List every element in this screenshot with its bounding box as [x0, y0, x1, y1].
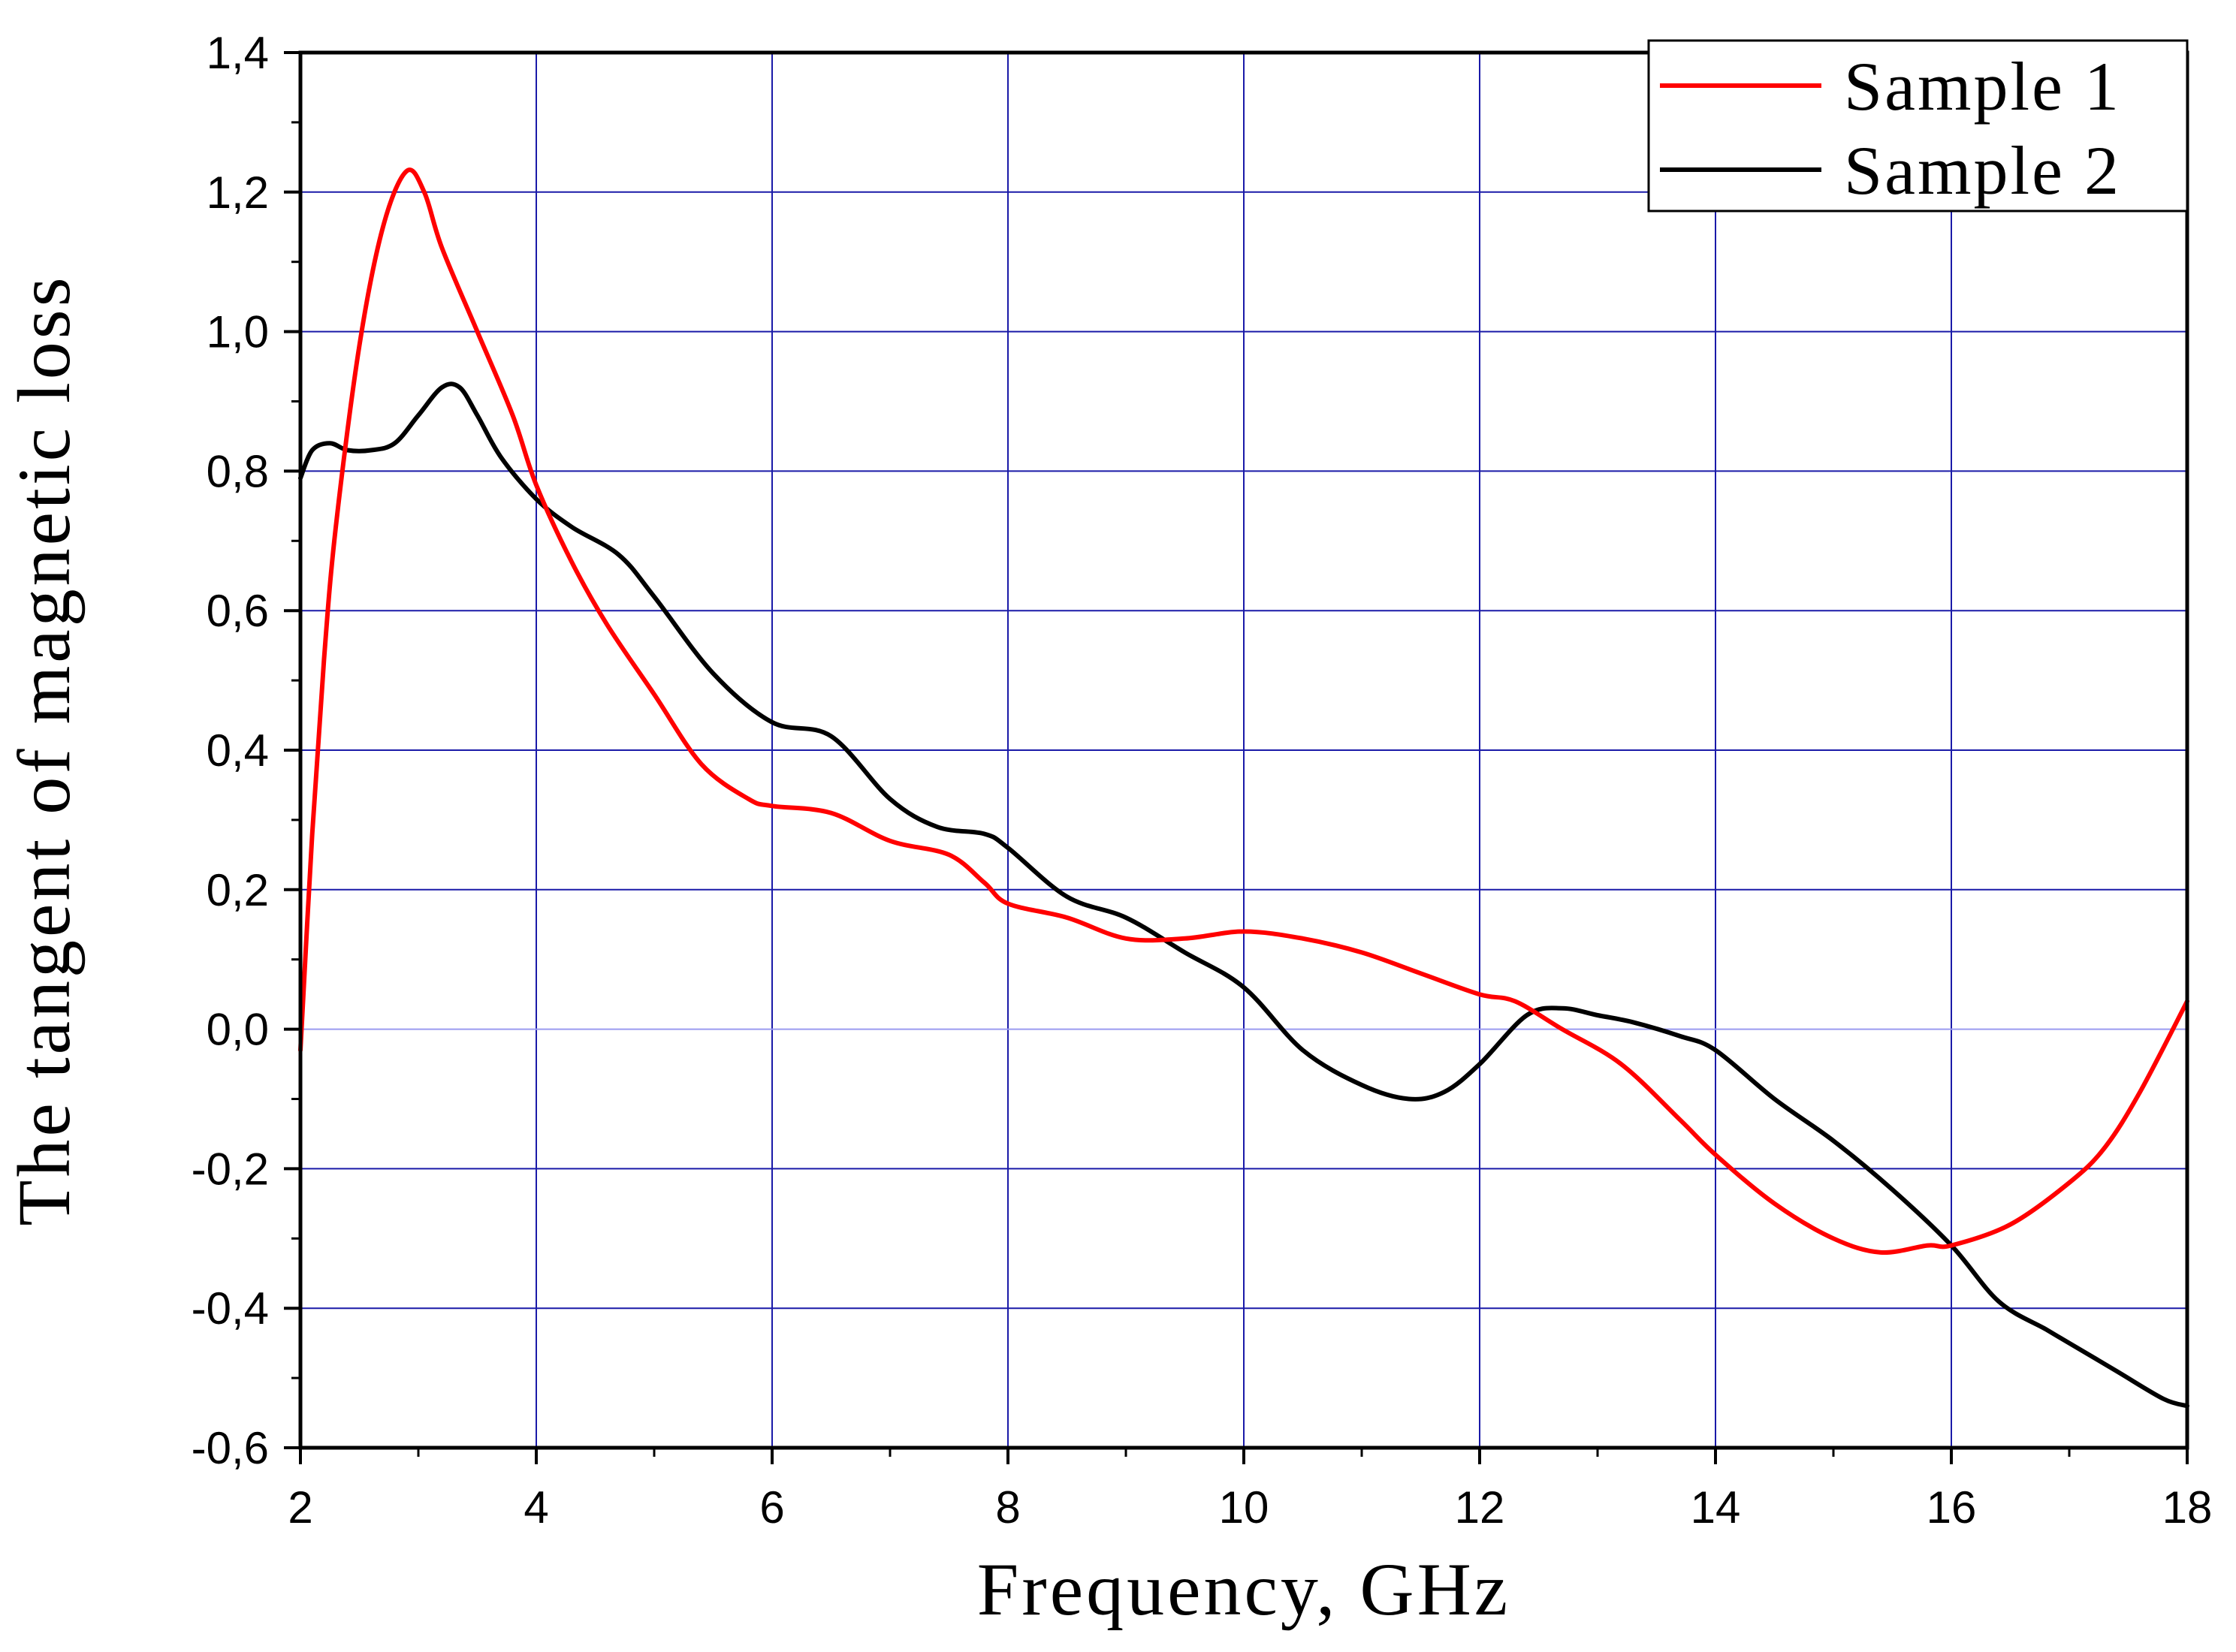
grid-lines: [300, 53, 2187, 1448]
x-tick-label-0: 2: [288, 1482, 312, 1533]
x-tick-label-2: 6: [759, 1482, 784, 1533]
series-line-sample-2: [298, 381, 2189, 1409]
y-axis-title: The tangent of magnetic loss: [2, 274, 86, 1225]
legend: Sample 1 Sample 2: [1647, 39, 2189, 213]
x-tick-label-7: 16: [1927, 1482, 1977, 1533]
y-tick-label-10: 1,4: [207, 28, 269, 78]
x-tick-label-6: 14: [1691, 1482, 1741, 1533]
legend-label-sample-1: Sample 1: [1844, 48, 2121, 125]
y-tick-label-7: 0,8: [207, 446, 269, 496]
x-tick-label-3: 8: [995, 1482, 1020, 1533]
legend-box: [1647, 39, 2189, 213]
plot-frame: [298, 50, 2189, 1450]
y-tick-label-9: 1,2: [207, 167, 269, 218]
x-tick-label-4: 10: [1219, 1482, 1269, 1533]
legend-label-sample-2: Sample 2: [1844, 132, 2121, 209]
y-tick-label-0: -0,6: [192, 1423, 269, 1473]
x-tick-label-5: 12: [1455, 1482, 1505, 1533]
series-line-sample-1: [298, 167, 2189, 1256]
y-tick-label-5: 0,4: [207, 725, 269, 776]
y-tick-label-8: 1,0: [207, 307, 269, 357]
y-tick-label-6: 0,6: [207, 586, 269, 636]
y-tick-label-4: 0,2: [207, 865, 269, 915]
y-tick-label-1: -0,4: [192, 1283, 269, 1334]
y-tick-label-2: -0,2: [192, 1144, 269, 1194]
data-series: [298, 167, 2189, 1409]
y-tick-label-3: 0,0: [207, 1005, 269, 1055]
x-axis-title: Frequency, GHz: [977, 1548, 1510, 1631]
tick-labels: 2 4 6 8 10 12 14 16 18 -0,6 -0,4 -0,2 0,0 0,2 0,4 0,6 0,…: [192, 28, 2213, 1533]
x-tick-label-8: 18: [2162, 1482, 2213, 1533]
x-tick-label-1: 4: [524, 1482, 548, 1533]
